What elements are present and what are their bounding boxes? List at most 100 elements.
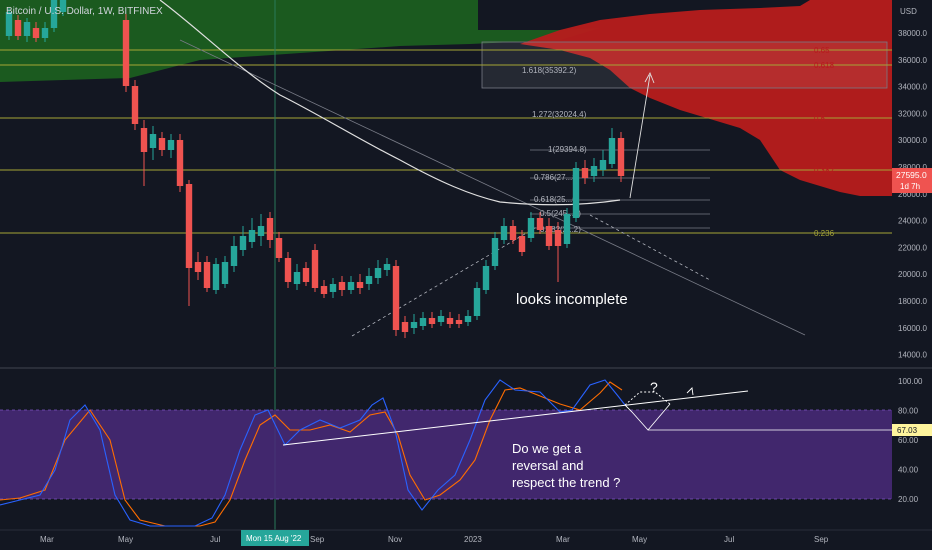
fib-ret-1: 1(29394.8) — [548, 145, 587, 154]
candle-body — [41, 28, 49, 38]
candle-body — [464, 316, 472, 322]
candle-body — [374, 268, 382, 278]
candle-body — [194, 262, 202, 272]
candle-body — [248, 230, 256, 242]
candle-body — [527, 218, 535, 238]
ascending-dashed-line[interactable] — [351, 224, 541, 337]
candle-body — [239, 236, 247, 250]
fib-label-065: 0.65 — [814, 46, 830, 55]
stoch-scenario-dashed[interactable] — [624, 391, 671, 406]
osc-tick-label: 60.00 — [898, 436, 919, 445]
price-tick-label: 26000.0 — [898, 190, 927, 199]
price-tick-label: 16000.0 — [898, 324, 927, 333]
annotation-looks-incomplete: looks incomplete — [516, 291, 628, 308]
price-tick-label: 18000.0 — [898, 297, 927, 306]
candle-body — [401, 322, 409, 332]
candle-body — [59, 0, 67, 12]
candle-body — [14, 20, 22, 36]
candle-body — [293, 272, 301, 284]
candle-body — [23, 22, 31, 36]
symbol-title[interactable]: Bitcoin / U.S. Dollar, 1W, BITFINEX — [6, 6, 163, 17]
oscillator-axis[interactable]: 100.00 80.00 60.00 40.00 20.00 — [898, 377, 923, 504]
candle-body — [482, 266, 490, 290]
candle-body — [617, 138, 625, 176]
fib-label-0236: 0.236 — [814, 229, 835, 238]
stoch-trendline[interactable] — [282, 390, 749, 446]
currency-label: USD — [900, 7, 917, 16]
fib-lines — [0, 49, 892, 234]
time-tick-label: Mar — [40, 535, 54, 544]
price-tick-label: 24000.0 — [898, 217, 927, 226]
time-tick-label: Jul — [210, 535, 220, 544]
candle-body — [347, 282, 355, 290]
candle-body — [221, 262, 229, 284]
stoch-value-tag — [892, 424, 932, 436]
current-price-tag — [892, 168, 932, 193]
stoch-scenario-arrows[interactable] — [624, 403, 671, 431]
candle-body — [473, 288, 481, 316]
candle-body — [428, 318, 436, 324]
time-axis[interactable]: Mar May Jul Sep Nov 2023 Mar May Jul Sep — [40, 535, 829, 544]
candle-body — [581, 168, 589, 178]
fib-ret-0618: 0.618(25...6) — [534, 195, 580, 204]
ichimoku-cloud-bearish — [520, 0, 892, 196]
price-tick-label: 32000.0 — [898, 109, 927, 118]
candle-body — [257, 226, 265, 236]
stoch-arrow-up-head — [686, 387, 694, 396]
price-axis[interactable]: 38000.0 36000.0 34000.0 32000.0 30000.0 28000… — [898, 29, 927, 360]
candle-body — [365, 276, 373, 284]
target-arrow[interactable] — [629, 74, 651, 199]
candle-body — [383, 264, 391, 270]
crosshair-time-label: Mon 15 Aug '22 — [246, 534, 302, 543]
current-price-value: 27595.0 — [896, 170, 927, 180]
price-tick-label: 14000.0 — [898, 351, 927, 360]
projection-dashed-line[interactable] — [589, 214, 711, 281]
candle-body — [545, 226, 553, 246]
ichimoku-cloud-bullish — [0, 0, 600, 82]
stoch-annotation-line1: Do we get a — [512, 441, 582, 456]
stoch-question-mark: ? — [650, 379, 658, 395]
candle-body — [536, 218, 544, 230]
candle-body — [509, 226, 517, 240]
candle-body — [140, 128, 148, 152]
candle-body — [455, 320, 463, 324]
descending-trendline[interactable] — [179, 39, 806, 336]
time-tick-label: Sep — [814, 535, 829, 544]
time-tick-label: Sep — [310, 535, 325, 544]
moving-average-line — [159, 0, 621, 206]
time-tick-label: Mar — [556, 535, 570, 544]
fib-label-0618: 0.618 — [814, 61, 835, 70]
candle-body — [302, 268, 310, 282]
stoch-k-line — [0, 379, 626, 527]
candle-body — [176, 140, 184, 186]
candle-body — [554, 230, 562, 246]
candle-body — [572, 168, 580, 218]
stoch-value: 67.03 — [897, 426, 918, 435]
candle-body — [311, 250, 319, 288]
price-tick-label: 38000.0 — [898, 29, 927, 38]
price-tick-label: 20000.0 — [898, 270, 927, 279]
fib-ret-0382: 0.382(2...2) — [540, 225, 581, 234]
candle-body — [437, 316, 445, 322]
candle-body — [329, 284, 337, 292]
stoch-annotation-line3: respect the trend ? — [512, 475, 620, 490]
time-tick-label: 2023 — [464, 535, 482, 544]
candle-body — [131, 86, 139, 124]
candle-body — [518, 236, 526, 252]
price-tick-label: 22000.0 — [898, 243, 927, 252]
candle-body — [149, 134, 157, 148]
candle-body — [392, 266, 400, 330]
fib-ret-05: 0.5(245...4) — [540, 209, 581, 218]
stoch-annotation-line2: reversal and — [512, 458, 584, 473]
osc-tick-label: 40.00 — [898, 466, 919, 475]
candle-body — [32, 28, 40, 38]
candle-body — [284, 258, 292, 282]
candle-body — [491, 238, 499, 266]
osc-tick-label: 80.00 — [898, 407, 919, 416]
candle-body — [338, 282, 346, 290]
candle-body — [50, 0, 58, 28]
osc-tick-label: 100.00 — [898, 377, 923, 386]
candle-body — [419, 318, 427, 326]
crosshair-time-tag — [241, 530, 309, 546]
